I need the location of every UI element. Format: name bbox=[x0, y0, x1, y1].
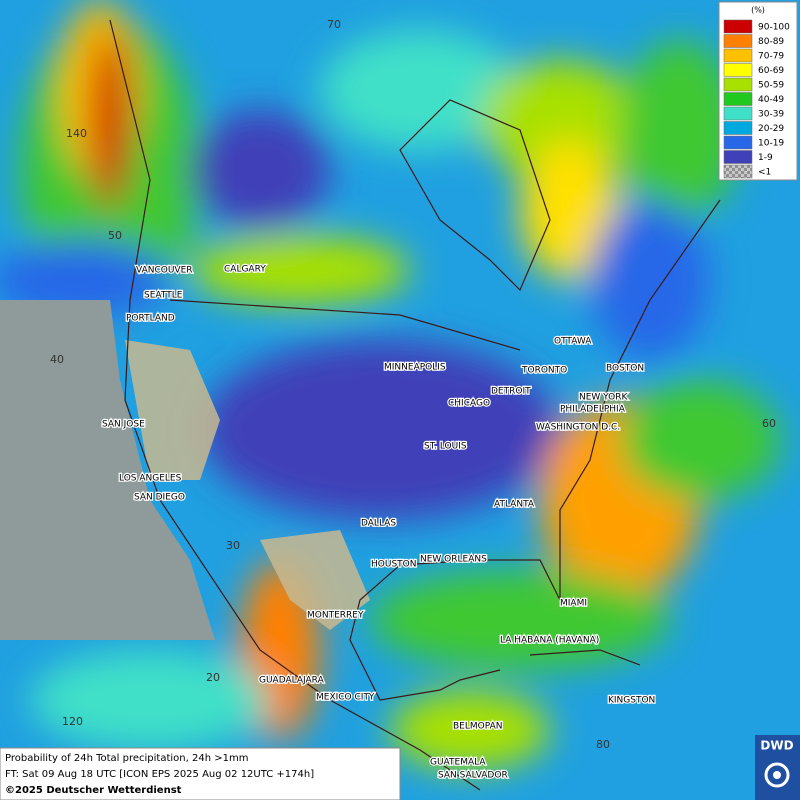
legend-label: 40-49 bbox=[758, 95, 784, 105]
legend-swatch bbox=[723, 48, 753, 63]
footer-box bbox=[0, 747, 401, 801]
city-label: LA HABANA (HAVANA) bbox=[500, 636, 599, 646]
city-label: OTTAWA bbox=[554, 337, 592, 347]
legend-label: 90-100 bbox=[758, 23, 790, 33]
city-label: BOSTON bbox=[606, 364, 644, 374]
legend-swatch bbox=[723, 34, 753, 48]
city-label: WASHINGTON D.C. bbox=[536, 423, 620, 433]
city-label: PHILADELPHIA bbox=[560, 405, 626, 415]
graticule-label: 80 bbox=[596, 738, 610, 751]
graticule-label: 120 bbox=[62, 715, 83, 728]
graticule-label: 20 bbox=[206, 671, 220, 684]
city-label: TORONTO bbox=[521, 366, 567, 376]
legend-label: 70-79 bbox=[758, 52, 784, 62]
dry-land bbox=[260, 530, 370, 630]
city-label: SAN SALVADOR bbox=[438, 771, 508, 781]
city-label: MEXICO CITY bbox=[316, 693, 375, 703]
city-label: NEW YORK bbox=[579, 393, 629, 403]
legend-swatch bbox=[723, 63, 753, 77]
legend-label: 20-29 bbox=[758, 124, 784, 134]
city-label: SAN JOSE bbox=[102, 420, 145, 430]
city-label: SAN DIEGO bbox=[134, 493, 185, 503]
legend-label: 50-59 bbox=[758, 81, 784, 91]
city-label: KINGSTON bbox=[608, 696, 655, 706]
logo-icon bbox=[773, 771, 781, 779]
legend-label: 30-39 bbox=[758, 110, 784, 120]
city-label: PORTLAND bbox=[126, 314, 175, 324]
city-label: HOUSTON bbox=[371, 560, 416, 570]
coastlines bbox=[109, 19, 721, 791]
precipitation-field bbox=[0, 0, 780, 770]
logo-text: DWD bbox=[760, 739, 793, 753]
graticule-label: 70 bbox=[327, 18, 341, 31]
legend-label: <1 bbox=[758, 168, 771, 178]
legend-swatch bbox=[723, 135, 753, 150]
legend-swatch bbox=[723, 106, 753, 121]
graticule-label: 60 bbox=[762, 417, 776, 430]
legend-swatch bbox=[723, 77, 753, 92]
city-label: DALLAS bbox=[361, 519, 396, 529]
city-label: DETROIT bbox=[491, 387, 531, 397]
logo-icon bbox=[764, 762, 790, 788]
labels: VANCOUVER CALGARY SEATTLE PORTLAND MINNEAPOL… bbox=[50, 18, 776, 782]
legend-items: 90-100 80-89 70-79 60-69 50-59 40-49 30-39 20-2… bbox=[723, 19, 790, 179]
city-label: GUADALAJARA bbox=[259, 676, 325, 686]
footer-product: Probability of 24h Total precipitation, … bbox=[5, 753, 248, 764]
legend-label: 1-9 bbox=[758, 153, 773, 163]
city-label: MINNEAPOLIS bbox=[384, 363, 446, 373]
city-label: MIAMI bbox=[560, 599, 587, 609]
footer-copyright: ©2025 Deutscher Wetterdienst bbox=[5, 785, 182, 796]
logo-box bbox=[755, 735, 800, 800]
graticule-label: 30 bbox=[226, 539, 240, 552]
city-label: LOS ANGELES bbox=[119, 474, 182, 484]
ocean-no-data bbox=[0, 300, 215, 640]
legend-label: 60-69 bbox=[758, 66, 784, 76]
legend-swatch bbox=[723, 150, 753, 164]
city-label: MONTERREY bbox=[307, 611, 364, 621]
city-label: NEW ORLEANS bbox=[420, 555, 487, 565]
legend-swatch bbox=[723, 92, 753, 106]
footer-forecast: FT: Sat 09 Aug 18 UTC [ICON EPS 2025 Aug… bbox=[5, 769, 314, 780]
city-label: CALGARY bbox=[224, 265, 266, 275]
legend: (%) 90-100 80-89 70-79 60-69 50-59 40-49 30-39… bbox=[718, 1, 798, 181]
city-label: SEATTLE bbox=[144, 291, 183, 301]
legend-swatch bbox=[723, 121, 753, 135]
legend-unit: (%) bbox=[751, 6, 765, 15]
graticule-label: 140 bbox=[66, 127, 87, 140]
dry-land bbox=[125, 340, 220, 480]
legend-swatch bbox=[723, 164, 753, 179]
legend-swatch bbox=[723, 19, 753, 34]
city-label: ATLANTA bbox=[494, 500, 535, 510]
city-label: CHICAGO bbox=[448, 399, 490, 409]
city-label: VANCOUVER bbox=[136, 266, 193, 276]
city-label: GUATEMALA bbox=[430, 758, 486, 768]
legend-label: 10-19 bbox=[758, 139, 784, 149]
city-label: ST. LOUIS bbox=[424, 442, 467, 452]
city-label: BELMOPAN bbox=[453, 722, 502, 732]
graticule-label: 50 bbox=[108, 229, 122, 242]
legend-label: 80-89 bbox=[758, 37, 784, 47]
graticule-label: 40 bbox=[50, 353, 64, 366]
